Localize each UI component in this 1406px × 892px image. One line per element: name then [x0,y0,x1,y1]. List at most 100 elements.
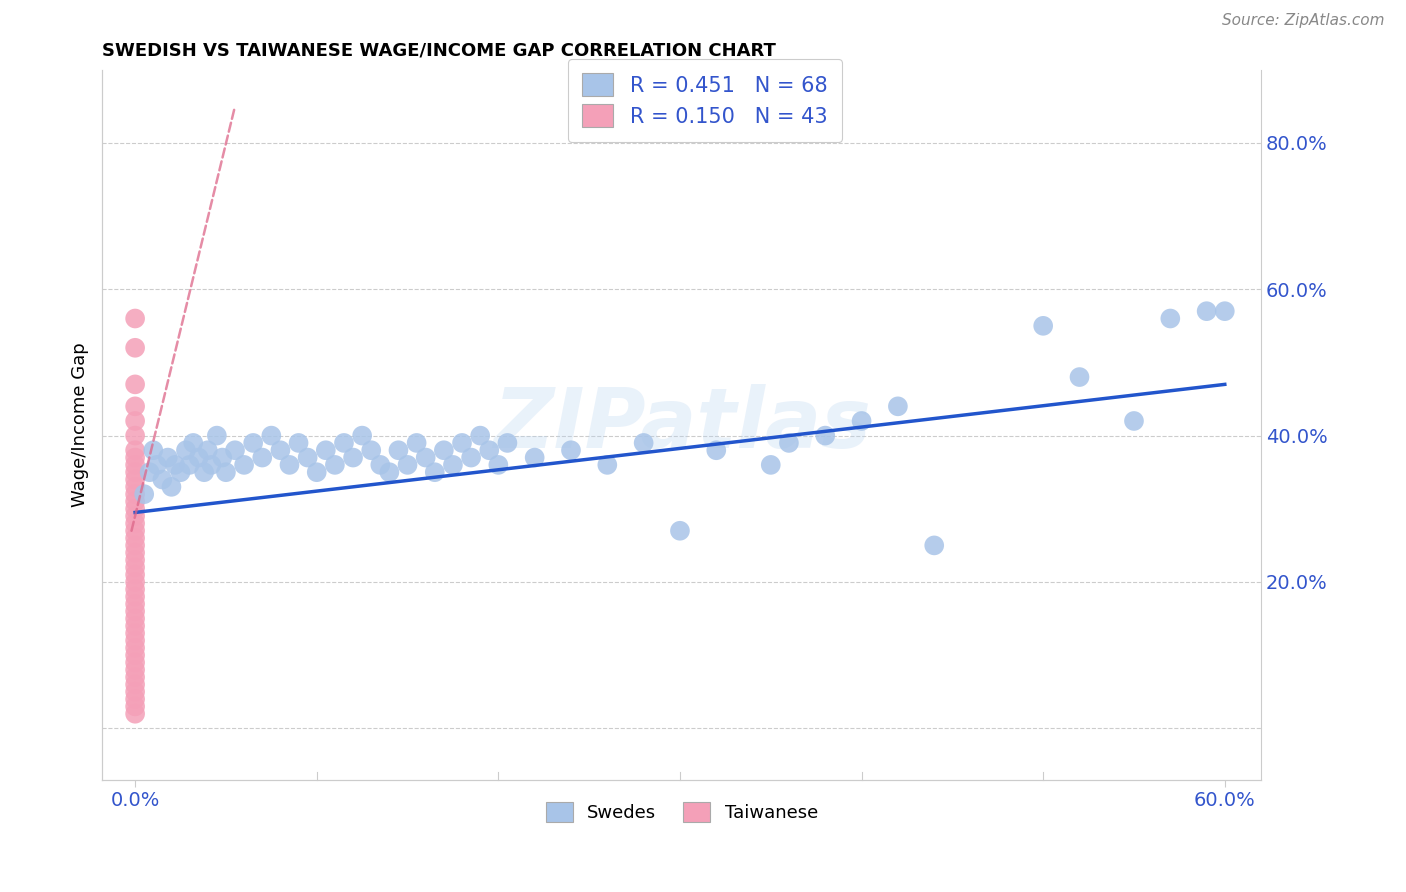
Point [851,414,873,428]
Point [342,450,364,465]
Point [887,400,910,414]
Point [423,465,446,479]
Point [242,436,264,450]
Point [124,516,146,531]
Point [124,458,146,472]
Point [633,436,655,450]
Point [460,450,482,465]
Point [333,436,356,450]
Point [814,428,837,442]
Point [124,531,146,545]
Point [124,648,146,663]
Point [193,465,215,479]
Point [142,443,165,458]
Point [486,458,509,472]
Point [124,538,146,552]
Point [124,377,146,392]
Point [124,706,146,721]
Point [160,480,183,494]
Point [174,443,197,458]
Point [305,465,328,479]
Point [360,443,382,458]
Point [1069,370,1091,384]
Point [233,458,256,472]
Point [124,524,146,538]
Point [124,501,146,516]
Point [124,670,146,684]
Point [396,458,419,472]
Point [124,311,146,326]
Point [124,553,146,567]
Point [124,400,146,414]
Point [138,465,160,479]
Point [124,656,146,670]
Point [433,443,456,458]
Point [187,450,209,465]
Point [156,450,179,465]
Point [378,465,401,479]
Point [124,473,146,487]
Point [215,465,238,479]
Point [124,487,146,501]
Text: ZIPatlas: ZIPatlas [494,384,870,465]
Point [150,473,173,487]
Point [1213,304,1236,318]
Point [778,436,800,450]
Point [315,443,337,458]
Legend: Swedes, Taiwanese: Swedes, Taiwanese [533,789,831,835]
Point [124,677,146,691]
Point [1159,311,1181,326]
Point [470,428,492,442]
Point [124,341,146,355]
Point [287,436,309,450]
Point [323,458,346,472]
Text: Source: ZipAtlas.com: Source: ZipAtlas.com [1222,13,1385,29]
Point [596,458,619,472]
Point [124,692,146,706]
Point [260,428,283,442]
Point [124,699,146,714]
Point [368,458,391,472]
Point [197,443,219,458]
Point [922,538,945,552]
Point [134,487,156,501]
Point [124,450,146,465]
Point [124,633,146,648]
Point [124,640,146,655]
Point [181,436,204,450]
Point [252,450,274,465]
Point [179,458,201,472]
Point [124,546,146,560]
Point [124,494,146,508]
Text: SWEDISH VS TAIWANESE WAGE/INCOME GAP CORRELATION CHART: SWEDISH VS TAIWANESE WAGE/INCOME GAP COR… [103,42,776,60]
Y-axis label: Wage/Income Gap: Wage/Income Gap [72,343,89,507]
Point [297,450,319,465]
Point [169,465,191,479]
Point [205,428,228,442]
Point [124,611,146,625]
Point [124,604,146,618]
Point [560,443,582,458]
Point [124,443,146,458]
Point [405,436,427,450]
Point [704,443,727,458]
Point [124,560,146,574]
Point [200,458,222,472]
Point [1123,414,1146,428]
Point [224,443,246,458]
Point [146,458,169,472]
Point [759,458,782,472]
Point [124,597,146,611]
Point [124,465,146,479]
Point [269,443,291,458]
Point [278,458,301,472]
Point [124,414,146,428]
Point [441,458,464,472]
Point [1195,304,1218,318]
Point [124,626,146,640]
Point [124,574,146,589]
Point [523,450,546,465]
Point [124,685,146,699]
Point [496,436,519,450]
Point [124,590,146,604]
